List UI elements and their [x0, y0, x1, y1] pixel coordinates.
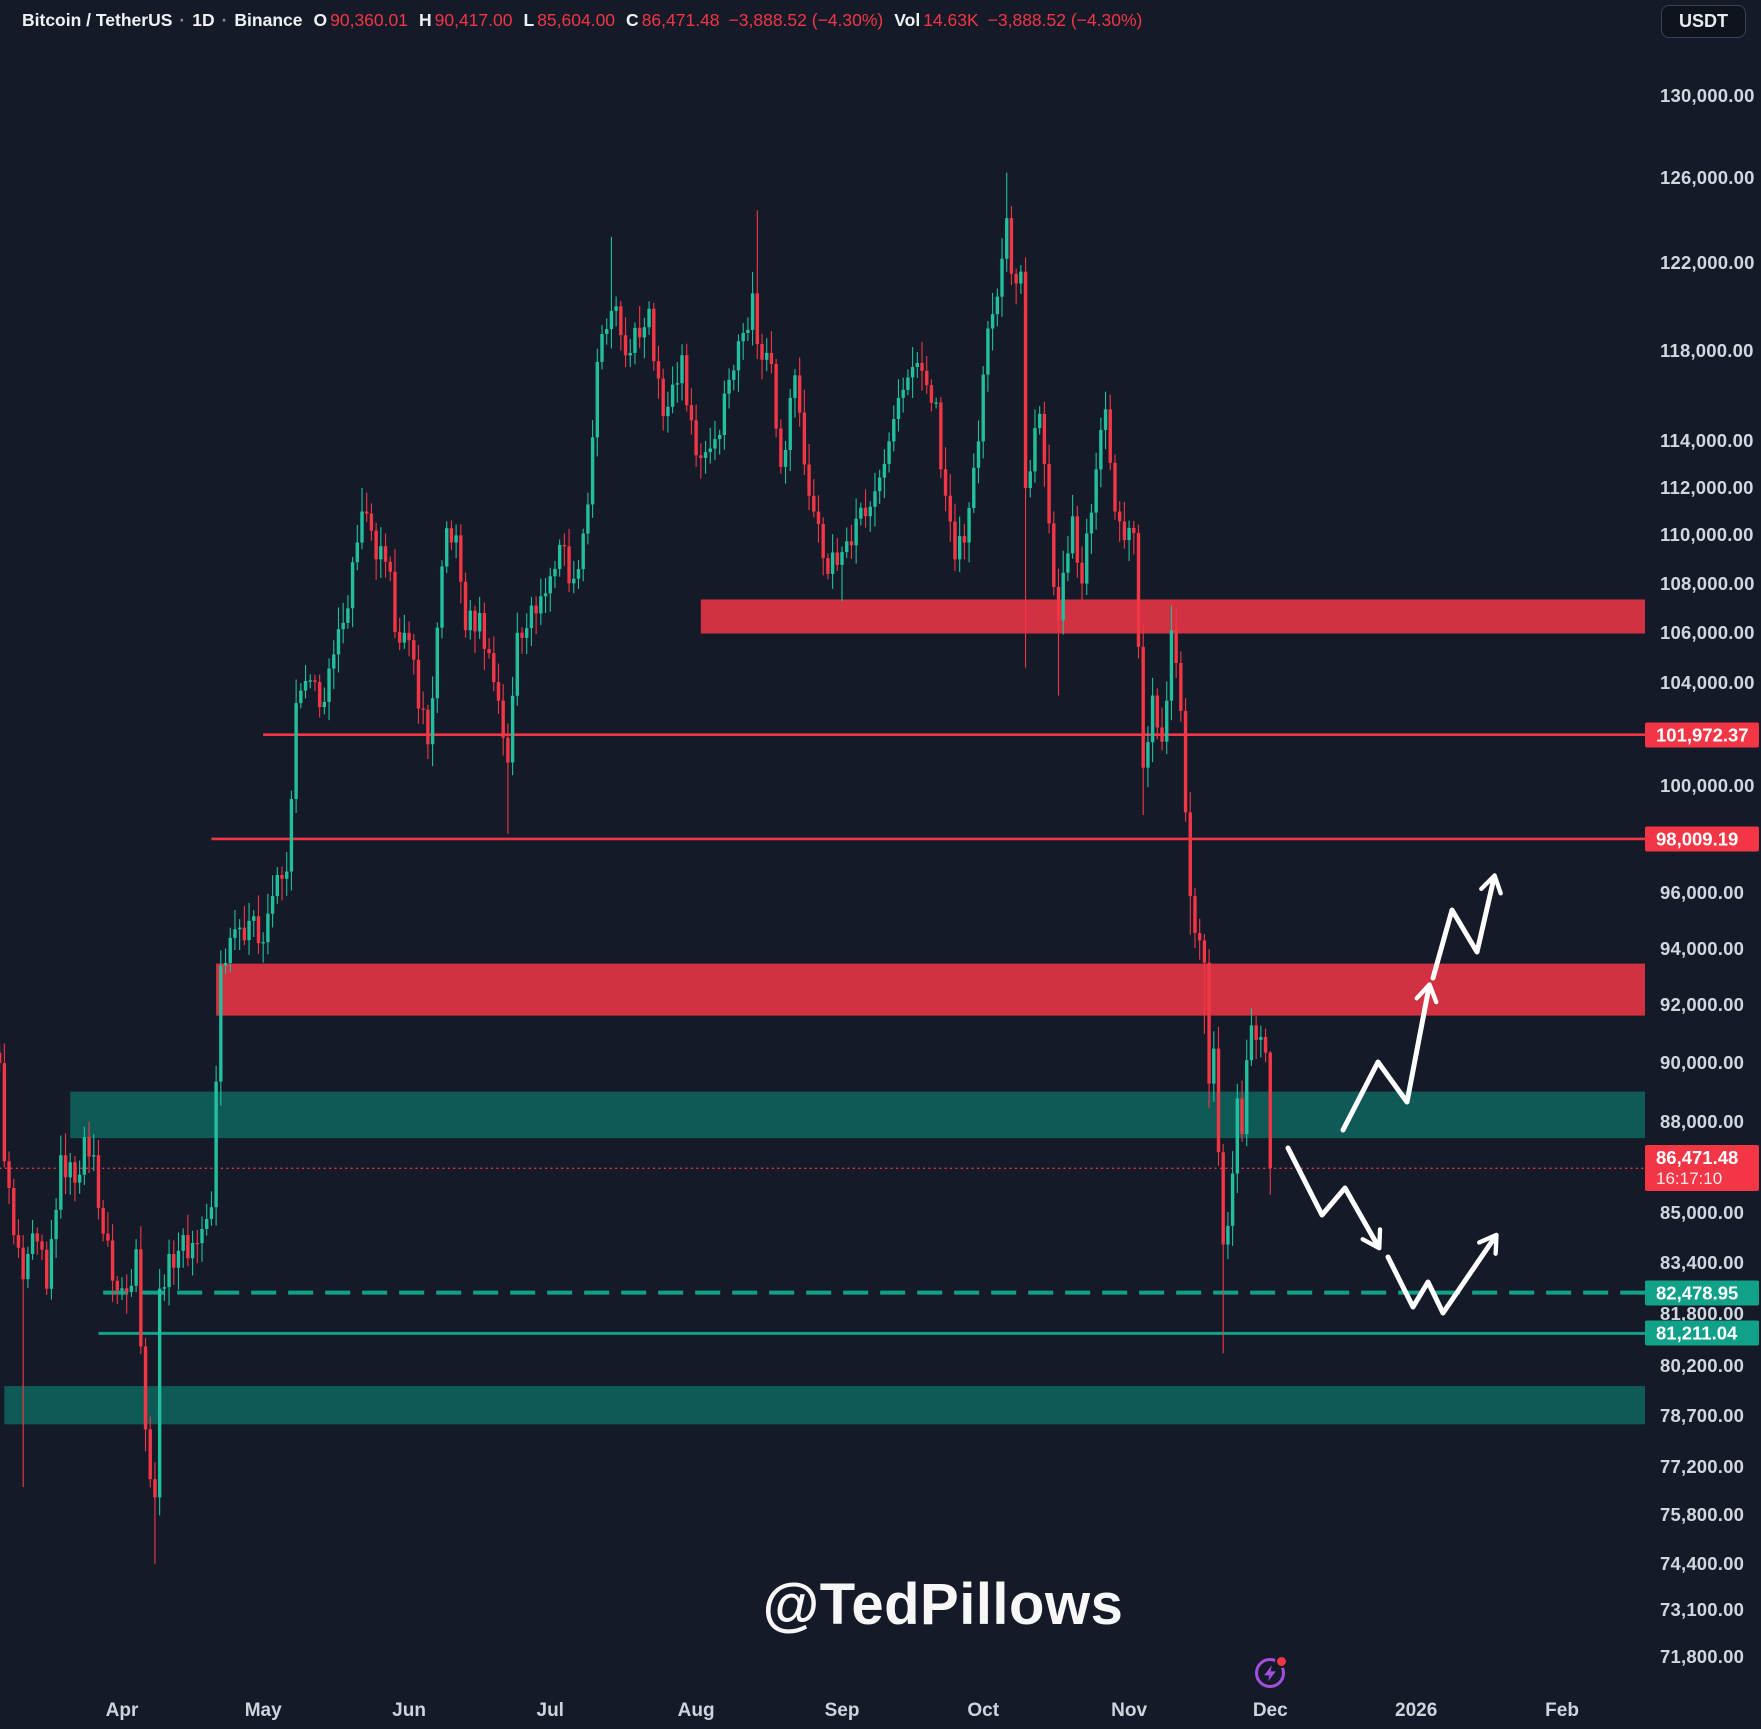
volume-value: 14.63K [923, 9, 979, 30]
supply-zone-lower[interactable] [216, 963, 1645, 1016]
candlesticks [0, 172, 1272, 1564]
interval-label[interactable]: 1D [192, 9, 215, 30]
currency-toggle-button[interactable]: USDT [1661, 5, 1746, 38]
y-axis-tick: 108,000.00 [1660, 572, 1755, 594]
y-axis-tick: 122,000.00 [1660, 252, 1755, 274]
projection-up-2[interactable] [1430, 873, 1503, 981]
horizontal-level-lines[interactable] [0, 733, 1645, 1335]
symbol-title[interactable]: Bitcoin / TetherUS [22, 9, 173, 30]
y-axis-tick: 114,000.00 [1660, 430, 1754, 452]
y-axis-tick: 81,800.00 [1660, 1303, 1745, 1325]
y-axis-tick: 104,000.00 [1660, 671, 1755, 693]
x-axis-tick-feb: Feb [1545, 1700, 1579, 1721]
y-axis-tick: 74,400.00 [1660, 1552, 1745, 1574]
x-axis-tick-2026: 2026 [1395, 1700, 1438, 1721]
y-axis-tick: 126,000.00 [1660, 167, 1755, 189]
y-axis-tick: 112,000.00 [1660, 476, 1754, 498]
exchange-label[interactable]: Binance [234, 9, 303, 30]
open-value: 90,360.01 [330, 9, 408, 30]
projection-arrows[interactable] [1285, 873, 1503, 1316]
volume-change-value: −3,888.52 (−4.30%) [987, 9, 1143, 30]
x-axis-tick-apr: Apr [105, 1700, 139, 1721]
separator-dot: · [179, 9, 186, 30]
y-axis-tick: 88,000.00 [1660, 1111, 1745, 1133]
low-label: L [523, 9, 535, 30]
x-axis-tick-sep: Sep [824, 1700, 860, 1721]
open-label: O [313, 9, 328, 30]
close-label: C [626, 9, 639, 30]
lightning-bolt-icon [1264, 1665, 1276, 1682]
symbol-legend: Bitcoin / TetherUS · 1D · Binance O 90,3… [22, 8, 1142, 32]
price-tag-resistance-1: 101,972.37 [1645, 722, 1759, 748]
separator-dot: · [221, 9, 228, 30]
y-axis-tick: 90,000.00 [1660, 1052, 1745, 1074]
projection-down-2[interactable] [1385, 1232, 1499, 1316]
y-axis-tick: 75,800.00 [1660, 1503, 1745, 1525]
demand-zone-upper[interactable] [70, 1091, 1645, 1139]
y-axis-tick: 73,100.00 [1660, 1599, 1745, 1621]
close-value: 86,471.48 [641, 9, 720, 30]
bar-countdown: 16:17:10 [1656, 1169, 1723, 1189]
change-value: −3,888.52 (−4.30%) [728, 9, 884, 30]
price-tag-resistance-2: 98,009.19 [1645, 826, 1759, 852]
y-axis-tick: 85,000.00 [1660, 1202, 1745, 1224]
supply-demand-zones[interactable] [4, 599, 1646, 1425]
projection-down-1[interactable] [1285, 1145, 1383, 1251]
y-axis-tick: 80,200.00 [1660, 1355, 1745, 1377]
y-axis-tick: 96,000.00 [1660, 882, 1745, 904]
y-axis-tick: 94,000.00 [1660, 937, 1745, 959]
y-axis-tick: 78,700.00 [1660, 1404, 1745, 1426]
high-label: H [418, 9, 432, 30]
y-axis-tick: 130,000.00 [1660, 84, 1755, 106]
x-axis-tick-dec: Dec [1252, 1700, 1288, 1721]
y-axis-tick: 77,200.00 [1660, 1455, 1745, 1477]
flash-icon[interactable] [1247, 1648, 1295, 1696]
x-axis-tick-jul: Jul [536, 1700, 564, 1721]
y-axis-tick: 110,000.00 [1660, 524, 1754, 546]
demand-zone-lower[interactable] [4, 1386, 1646, 1425]
price-tag-support-2: 81,211.04 [1645, 1320, 1759, 1346]
supply-zone-upper[interactable] [700, 599, 1645, 634]
x-axis-tick-jun: Jun [392, 1700, 426, 1721]
x-axis-tick-oct: Oct [967, 1700, 1000, 1721]
y-axis-tick: 71,800.00 [1660, 1646, 1745, 1668]
x-axis-tick-nov: Nov [1111, 1700, 1148, 1721]
watermark-handle: @TedPillows [762, 1572, 1124, 1637]
notification-dot [1275, 1655, 1288, 1668]
volume-label: Vol [894, 9, 921, 30]
y-axis-tick: 83,400.00 [1660, 1252, 1745, 1274]
x-axis-tick-may: May [244, 1700, 282, 1721]
x-axis-tick-aug: Aug [677, 1700, 715, 1721]
price-tag-last-price: 86,471.48 16:17:10 [1645, 1145, 1759, 1192]
y-axis-tick: 92,000.00 [1660, 994, 1745, 1016]
low-value: 85,604.00 [537, 9, 616, 30]
y-axis-tick: 118,000.00 [1660, 339, 1754, 361]
y-axis-tick: 106,000.00 [1660, 621, 1755, 643]
high-value: 90,417.00 [434, 9, 513, 30]
y-axis-tick: 100,000.00 [1660, 775, 1755, 796]
price-tag-support-1: 82,478.95 [1645, 1280, 1759, 1306]
projection-up-1[interactable] [1340, 982, 1439, 1133]
